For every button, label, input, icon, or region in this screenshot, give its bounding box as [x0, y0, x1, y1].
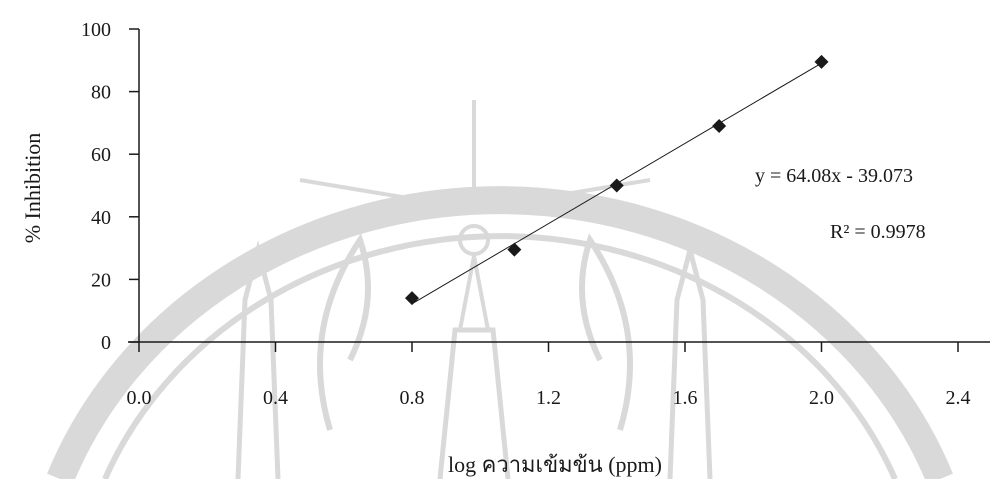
x-ticks: 0.0 0.4 0.8 1.2 1.6 2.0 2.4	[127, 342, 971, 409]
y-tick-label: 0	[101, 332, 111, 354]
x-tick-label: 0.0	[127, 387, 152, 409]
axes: 0.0 0.4 0.8 1.2 1.6 2.0 2.4 0 20 40 60 80 100	[81, 19, 990, 409]
data-point	[405, 291, 419, 306]
y-axis-label: % Inhibition	[20, 133, 45, 244]
y-tick-label: 100	[81, 19, 111, 41]
y-tick-label: 20	[91, 269, 111, 291]
x-axis-label: log ความเข้มข้น (ppm)	[448, 452, 662, 477]
data-point	[507, 242, 522, 257]
data-point	[712, 119, 727, 134]
data-point	[814, 54, 829, 69]
y-tick-label: 60	[91, 144, 111, 166]
data-point	[609, 178, 624, 193]
y-ticks: 0 20 40 60 80 100	[81, 19, 139, 354]
x-tick-label: 2.4	[946, 387, 971, 409]
x-tick-label: 0.8	[400, 387, 425, 409]
y-tick-label: 40	[91, 207, 111, 229]
trendline-equation: y = 64.08x - 39.073	[755, 165, 913, 187]
data-points	[405, 54, 829, 306]
watermark-emblem	[47, 100, 953, 479]
r-squared-label: R² = 0.9978	[830, 221, 926, 243]
x-tick-label: 1.2	[536, 387, 561, 409]
x-tick-label: 0.4	[263, 387, 288, 409]
x-tick-label: 1.6	[673, 387, 698, 409]
y-tick-label: 80	[91, 82, 111, 104]
x-tick-label: 2.0	[809, 387, 834, 409]
